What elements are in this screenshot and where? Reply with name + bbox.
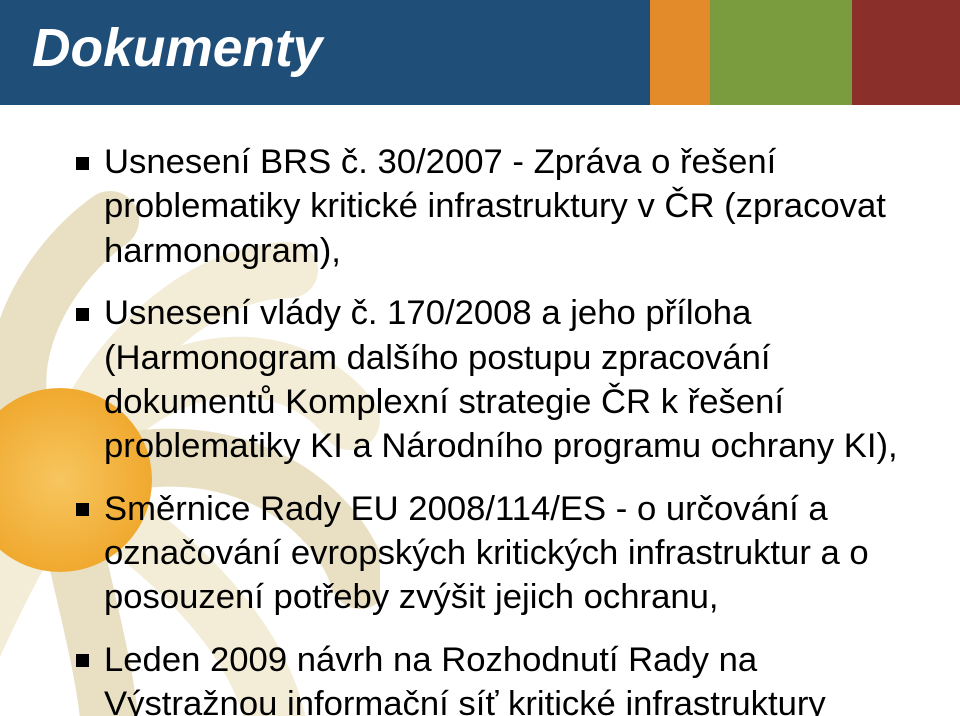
- bullet-item: Usnesení BRS č. 30/2007 - Zpráva o řešen…: [70, 140, 920, 273]
- slide-content: Usnesení BRS č. 30/2007 - Zpráva o řešen…: [70, 140, 920, 716]
- bullet-list: Usnesení BRS č. 30/2007 - Zpráva o řešen…: [70, 140, 920, 716]
- slide-title: Dokumenty: [32, 18, 322, 79]
- bullet-item: Usnesení vlády č. 170/2008 a jeho příloh…: [70, 291, 920, 469]
- bullet-item: Směrnice Rady EU 2008/114/ES - o určován…: [70, 487, 920, 620]
- topbar-segment-4: [852, 0, 960, 105]
- topbar-segment-3: [710, 0, 852, 105]
- topbar-segment-2: [650, 0, 710, 105]
- bullet-item: Leden 2009 návrh na Rozhodnutí Rady na V…: [70, 638, 920, 716]
